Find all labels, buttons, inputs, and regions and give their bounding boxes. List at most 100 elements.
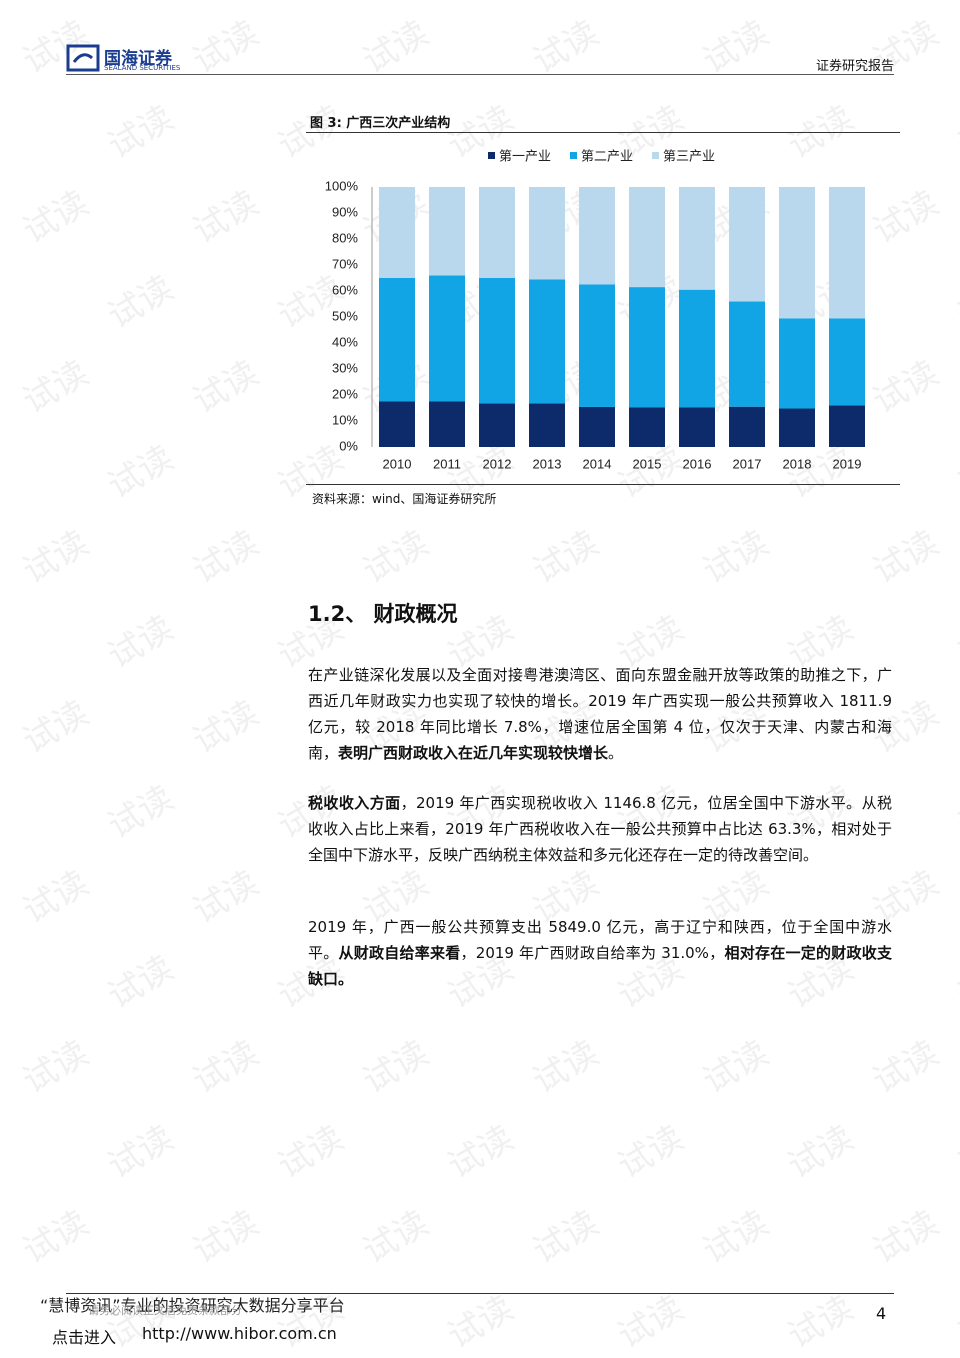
y-tick-label: 0%: [339, 438, 358, 453]
report-type: 证券研究报告: [815, 59, 894, 74]
watermark: 试读: [866, 1033, 946, 1102]
x-tick-label: 2012: [483, 456, 512, 471]
section-heading: 1.2、 财政概况: [308, 602, 458, 626]
legend-label: 第三产业: [663, 148, 715, 163]
watermark: 试读: [16, 523, 96, 592]
y-tick-label: 50%: [332, 308, 358, 323]
watermark: 试读: [101, 778, 181, 847]
page-number: 4: [876, 1304, 887, 1323]
watermark: 试读: [526, 523, 606, 592]
disclaimer: 请务必阅读正文后免责条款部分: [88, 1304, 242, 1317]
text-run: 2019 年，广西一般公共预算支出 5849.0 亿元，高于辽宁和陕西，位于全国…: [308, 918, 892, 962]
link[interactable]: http://www.hibor.com.cn: [142, 1324, 337, 1343]
watermark: 试读: [951, 948, 960, 1017]
x-tick-label: 2010: [383, 456, 412, 471]
legend-label: 第二产业: [581, 148, 633, 163]
figure-rule: [306, 132, 900, 133]
text-run: 税收收入方面: [308, 794, 401, 812]
bar-segment: [429, 187, 465, 276]
watermark: 试读: [101, 948, 181, 1017]
bar-segment: [579, 406, 615, 447]
bar-segment: [429, 275, 465, 402]
watermark: 试读: [101, 608, 181, 677]
watermark: 试读: [186, 523, 266, 592]
x-tick-label: 2013: [533, 456, 562, 471]
platform: “慧博资讯”专业的投资研究大数据分享平台: [40, 1296, 345, 1315]
bar-segment: [729, 187, 765, 302]
y-tick-label: 90%: [332, 204, 358, 219]
legend-swatch: [652, 152, 659, 159]
text-run: 。: [608, 744, 624, 762]
header-rule: [66, 74, 894, 75]
watermark: 试读: [356, 1203, 436, 1272]
bar-segment: [479, 278, 515, 404]
paragraph: 2019 年，广西一般公共预算支出 5849.0 亿元，高于辽宁和陕西，位于全国…: [308, 914, 892, 992]
watermark: 试读: [696, 1203, 776, 1272]
chart: 0% 10% 20% 30% 40% 50% 60% 70% 80% 90% 100% 2010 201…: [325, 148, 865, 471]
watermark: 试读: [866, 523, 946, 592]
bar-segment: [829, 405, 865, 447]
bar-segment: [679, 289, 715, 408]
text-run: 在产业链深化发展以及全面对接粤港澳湾区、面向东盟金融开放等政策的助推之下，广西近…: [308, 666, 892, 762]
x-tick-label: 2016: [683, 456, 712, 471]
watermark: 试读: [186, 693, 266, 762]
bar-segment: [729, 406, 765, 447]
bar-segment: [829, 318, 865, 406]
watermark: 试读: [16, 1203, 96, 1272]
x-tick-label: 2014: [583, 456, 612, 471]
watermark: 试读: [951, 608, 960, 677]
logo: 国海证券: [104, 49, 172, 69]
bar-segment: [379, 278, 415, 402]
watermark: 试读: [611, 1118, 691, 1187]
bar-segment: [629, 187, 665, 288]
bar-segment: [779, 318, 815, 409]
watermark: 试读: [696, 523, 776, 592]
watermark: 试读: [356, 523, 436, 592]
watermark: 试读: [16, 1033, 96, 1102]
bar-segment: [729, 301, 765, 407]
watermark: 试读: [356, 1033, 436, 1102]
bar-segment: [679, 407, 715, 447]
x-tick-label: 2019: [833, 456, 862, 471]
watermark: 试读: [526, 1033, 606, 1102]
logo-sub: SEALAND SECURITIES: [104, 64, 181, 72]
watermark: 试读: [696, 1033, 776, 1102]
bar-segment: [529, 403, 565, 447]
figure-caption: 图 3: 广西三次产业结构: [310, 116, 451, 131]
y-tick-label: 30%: [332, 360, 358, 375]
bar-segment: [379, 187, 415, 278]
bar-segment: [379, 401, 415, 447]
bar-segment: [679, 187, 715, 290]
text-run: ，2019 年广西实现税收收入 1146.8 亿元，位居全国中下游水平。从税收收…: [308, 794, 892, 864]
watermark: 试读: [866, 1203, 946, 1272]
watermark: 试读: [441, 1118, 521, 1187]
y-tick-label: 40%: [332, 334, 358, 349]
y-tick-label: 100%: [325, 178, 359, 193]
x-tick-label: 2017: [733, 456, 762, 471]
footer-rule: [66, 1293, 894, 1294]
bar-segment: [579, 187, 615, 285]
legend-label: 第一产业: [499, 148, 551, 163]
y-tick-label: 70%: [332, 256, 358, 271]
watermark: 试读: [16, 863, 96, 932]
text-run: ，2019 年广西财政自给率为 31.0%，: [460, 944, 725, 962]
watermark: 试读: [186, 1033, 266, 1102]
paragraph: 税收收入方面，2019 年广西实现税收收入 1146.8 亿元，位居全国中下游水…: [308, 790, 892, 868]
watermark: 试读: [16, 693, 96, 762]
link-prefix: 点击进入: [52, 1328, 117, 1347]
x-tick-label: 2018: [783, 456, 812, 471]
y-tick-label: 60%: [332, 282, 358, 297]
y-tick-label: 20%: [332, 386, 358, 401]
text-run: 表明广西财政收入在近几年实现较快增长: [338, 744, 609, 762]
watermark: 试读: [526, 1203, 606, 1272]
bar-segment: [829, 187, 865, 319]
bar-segment: [779, 408, 815, 447]
bar-segment: [579, 284, 615, 407]
watermark: 试读: [951, 778, 960, 847]
bar-segment: [529, 187, 565, 280]
figure-rule: [306, 484, 900, 485]
text-run: 相对存在一定的财政收支缺口。: [308, 944, 892, 988]
figure-source: 资料来源：wind、国海证券研究所: [312, 492, 497, 506]
x-tick-label: 2015: [633, 456, 662, 471]
